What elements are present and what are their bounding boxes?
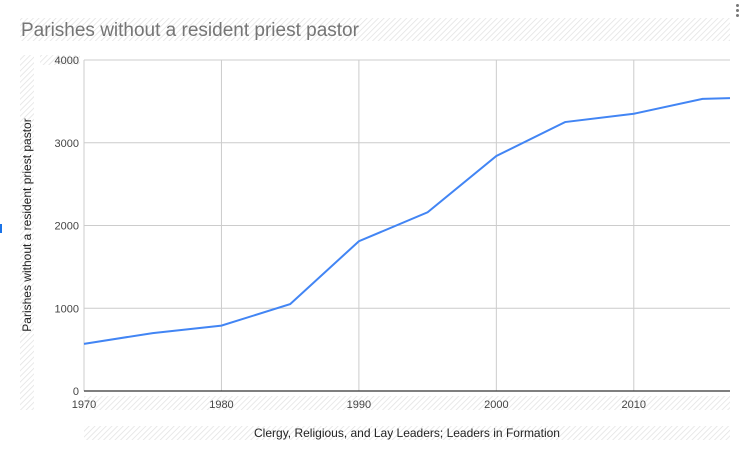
more-vert-icon[interactable] <box>733 4 741 22</box>
selection-marker <box>0 224 2 233</box>
x-tick-label: 1990 <box>347 399 371 411</box>
y-tick-label: 0 <box>73 386 79 398</box>
chart-title[interactable]: Parishes without a resident priest pasto… <box>21 20 360 41</box>
y-tick-label: 4000 <box>55 55 79 67</box>
xtick-hatch[interactable] <box>84 396 730 410</box>
y-tick-label: 2000 <box>55 221 79 233</box>
x-tick-label: 2010 <box>622 399 646 411</box>
ytick-hatch[interactable] <box>40 55 80 65</box>
xlabel-hatch[interactable] <box>84 426 730 440</box>
title-hatch[interactable] <box>20 18 730 41</box>
ylabel-hatch[interactable] <box>20 55 34 410</box>
x-tick-label: 1970 <box>72 399 96 411</box>
x-tick-label: 2000 <box>484 399 508 411</box>
y-tick-label: 1000 <box>55 303 79 315</box>
x-tick-label: 1980 <box>209 399 233 411</box>
y-tick-label: 3000 <box>55 138 79 150</box>
series-line <box>83 97 731 345</box>
y-axis-title[interactable]: Parishes without a resident priest pasto… <box>20 118 34 331</box>
x-axis-title[interactable]: Clergy, Religious, and Lay Leaders; Lead… <box>254 426 560 440</box>
